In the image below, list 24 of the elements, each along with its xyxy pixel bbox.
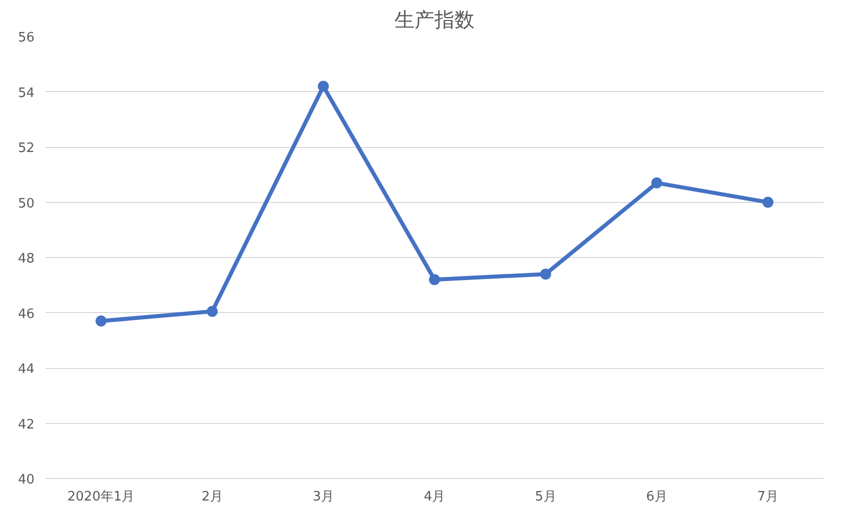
y-tick-label: 48 xyxy=(18,252,35,266)
y-tick-label: 52 xyxy=(18,141,35,156)
y-tick-label: 46 xyxy=(18,306,35,322)
y-tick-label: 40 xyxy=(18,472,35,488)
x-tick-label: 6月 xyxy=(646,490,668,504)
point xyxy=(318,80,329,92)
y-tick-label: 54 xyxy=(18,86,35,101)
x-tick-label: 2月 xyxy=(202,490,223,504)
x-tick-label: 2020年1月 xyxy=(67,490,135,504)
point xyxy=(762,196,774,208)
x-tick-label: 4月 xyxy=(424,490,446,504)
y-tick-label: 42 xyxy=(18,417,35,432)
x-tick-label: 5月 xyxy=(535,490,556,504)
x-tick-label: 3月 xyxy=(312,490,334,504)
y-tick-label: 56 xyxy=(18,30,35,46)
y-tick-label: 50 xyxy=(18,196,35,212)
x-tick-label: 7月 xyxy=(757,490,779,504)
point xyxy=(429,274,440,286)
point xyxy=(206,306,218,317)
chart-title: 生产指数 xyxy=(394,8,474,32)
point xyxy=(96,316,107,327)
point xyxy=(540,268,552,280)
y-tick-label: 44 xyxy=(18,362,35,377)
point xyxy=(651,177,662,188)
